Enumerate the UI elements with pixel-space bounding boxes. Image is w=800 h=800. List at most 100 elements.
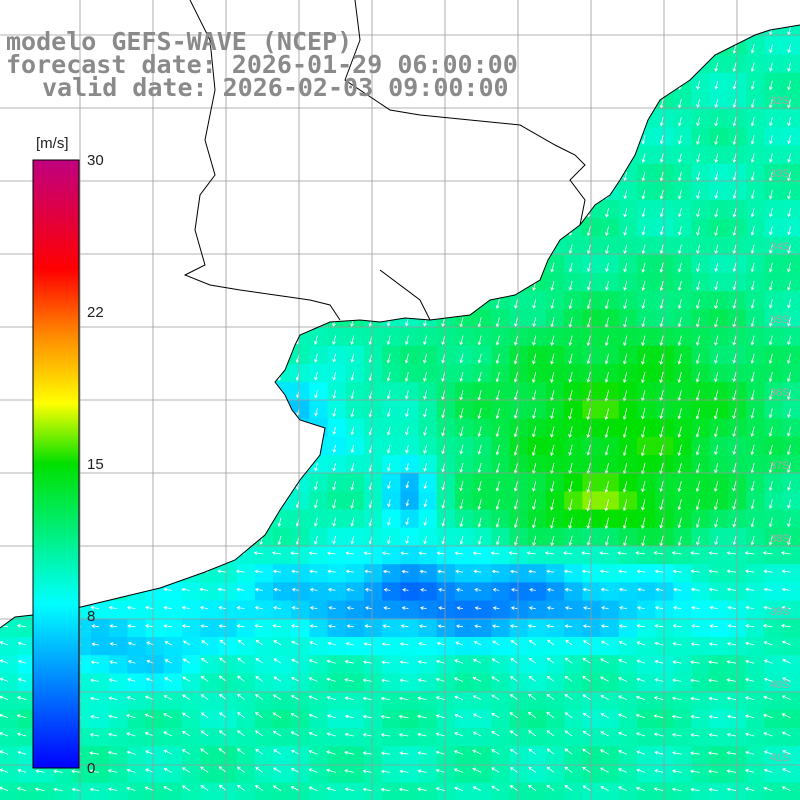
wind-vector-arrow [750, 426, 755, 437]
wind-vector-arrow [509, 767, 518, 773]
wind-vector-arrow [564, 785, 573, 791]
speed-cell [455, 655, 474, 674]
speed-cell [691, 364, 711, 383]
wind-vector-arrow [71, 787, 81, 792]
speed-cell [728, 455, 747, 474]
speed-cell [782, 364, 800, 383]
speed-cell [709, 309, 729, 329]
speed-cell [455, 746, 474, 765]
wind-vector-arrow [531, 426, 537, 438]
speed-cell [655, 691, 674, 711]
wind-vector-arrow [144, 695, 154, 700]
speed-cell [728, 491, 747, 511]
speed-cell [582, 218, 602, 238]
speed-cell [436, 564, 456, 583]
speed-cell [691, 236, 711, 256]
wind-vector-arrow [763, 750, 773, 755]
speed-cell [18, 746, 37, 765]
speed-cell [18, 673, 37, 693]
wind-vector-arrow [217, 587, 227, 592]
speed-cell [218, 691, 238, 711]
wind-vector-arrow [604, 390, 609, 402]
wind-vector-arrow [326, 677, 336, 682]
wind-vector-arrow [708, 587, 718, 592]
speed-cell [291, 491, 310, 511]
speed-cell [709, 273, 729, 292]
speed-cell [236, 691, 256, 711]
speed-cell [345, 400, 365, 420]
speed-cell [91, 637, 110, 656]
wind-vector-arrow [417, 732, 427, 737]
wind-vector-arrow [459, 535, 464, 545]
speed-cell [691, 72, 711, 92]
speed-cell [709, 709, 729, 729]
wind-vector-arrow [768, 189, 773, 200]
wind-vector-arrow [441, 317, 446, 328]
speed-cell [345, 345, 365, 365]
speed-cell [728, 345, 747, 365]
speed-cell [455, 618, 474, 638]
wind-vector-arrow [586, 226, 591, 237]
wind-vector-arrow [495, 371, 500, 383]
wind-vector-arrow [546, 657, 555, 664]
wind-vector-arrow [659, 262, 664, 273]
wind-vector-arrow [714, 280, 719, 291]
speed-cell [254, 746, 274, 765]
wind-vector-arrow [659, 135, 664, 145]
wind-vector-arrow [459, 371, 464, 382]
speed-cell [564, 291, 583, 310]
speed-cell [618, 309, 638, 329]
wind-vector-arrow [344, 732, 354, 737]
speed-cell [782, 273, 800, 292]
speed-cell [91, 728, 110, 747]
speed-cell [327, 491, 347, 511]
speed-cell [582, 382, 602, 401]
speed-cell [746, 600, 765, 620]
speed-cell [546, 564, 565, 583]
colorbar-tick-0: 0 [87, 760, 95, 777]
wind-vector-arrow [781, 587, 791, 592]
speed-cell [509, 473, 529, 492]
speed-cell [436, 546, 456, 565]
speed-cell [455, 527, 474, 547]
wind-vector-arrow [126, 714, 136, 719]
wind-vector-arrow [532, 481, 537, 492]
wind-vector-arrow [708, 642, 718, 646]
speed-cell [709, 491, 729, 511]
speed-cell [254, 618, 274, 638]
wind-vector-arrow [787, 317, 791, 327]
speed-cell [655, 345, 674, 365]
speed-cell [673, 582, 693, 602]
title-forecast-date: forecast date: 2026-01-29 06:00:00 [6, 50, 518, 79]
speed-cell [127, 618, 147, 638]
wind-vector-arrow [659, 117, 664, 127]
speed-cell [691, 254, 711, 274]
speed-cell [746, 273, 765, 292]
speed-cell [436, 473, 456, 492]
wind-vector-arrow [528, 606, 536, 610]
wind-vector-arrow [618, 659, 627, 664]
speed-cell [618, 491, 638, 511]
wind-vector-arrow [365, 606, 373, 610]
speed-cell [382, 546, 401, 565]
speed-cell [564, 673, 583, 693]
speed-cell [618, 509, 638, 529]
speed-cell [364, 618, 383, 638]
wind-vector-arrow [0, 677, 9, 682]
speed-cell [182, 600, 201, 620]
speed-cell [91, 782, 110, 800]
wind-vector-arrow [550, 353, 555, 365]
wind-vector-arrow [714, 117, 719, 127]
speed-cell [509, 655, 529, 674]
speed-cell [309, 637, 329, 656]
wind-vector-arrow [564, 624, 573, 629]
speed-cell [455, 564, 474, 583]
wind-vector-arrow [750, 535, 755, 546]
wind-vector-arrow [787, 189, 791, 200]
wind-vector-arrow [750, 189, 755, 200]
wind-vector-arrow [744, 750, 755, 755]
speed-cell [182, 637, 201, 656]
wind-vector-arrow [678, 226, 682, 236]
wind-vector-arrow [604, 444, 609, 456]
speed-cell [436, 728, 456, 747]
